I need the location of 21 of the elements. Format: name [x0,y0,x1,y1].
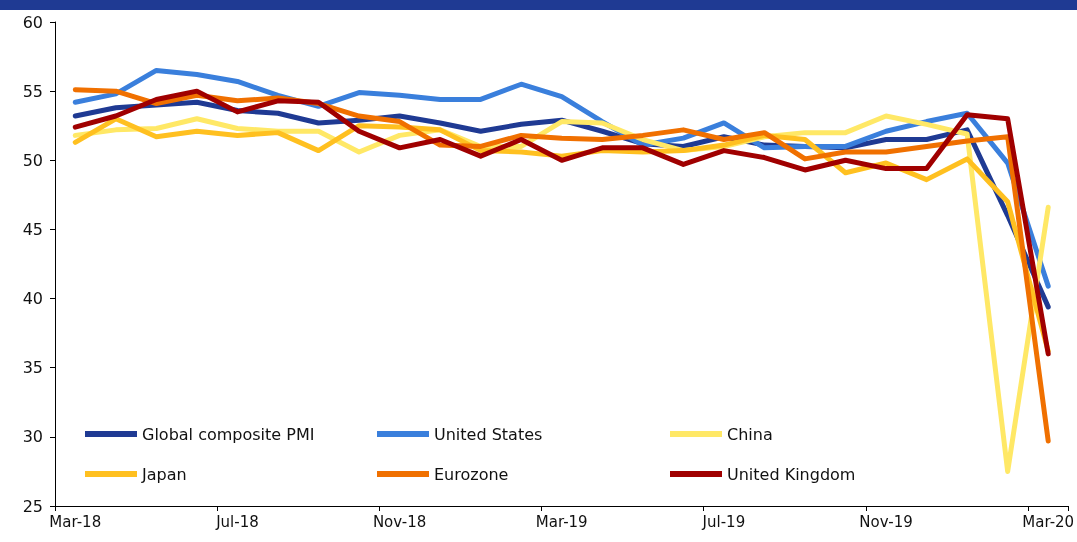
x-tick-label: Mar-20 [1022,512,1075,531]
y-tick-label: 30 [22,427,43,447]
y-tick-label: 50 [22,150,43,170]
y-tick-label: 40 [22,289,43,309]
x-tick-label: Jul-18 [215,512,259,531]
y-tick-label: 60 [22,12,43,32]
legend-label: United States [434,424,543,444]
y-tick-label: 25 [22,496,43,516]
legend-label: Japan [141,464,187,484]
legend-label: Global composite PMI [142,424,315,444]
x-tick-label: Mar-19 [535,512,588,531]
legend-label: China [727,424,773,444]
x-tick-label: Mar-18 [49,512,102,531]
y-tick-label: 45 [22,219,43,239]
y-tick-label: 55 [22,81,43,101]
x-tick-label: Nov-18 [372,512,427,531]
x-tick-label: Jul-19 [701,512,746,531]
x-tick-label: Nov-19 [859,512,913,531]
legend-label: Eurozone [434,464,509,484]
legend-label: United Kingdom [727,464,856,484]
y-tick-label: 35 [22,358,43,378]
